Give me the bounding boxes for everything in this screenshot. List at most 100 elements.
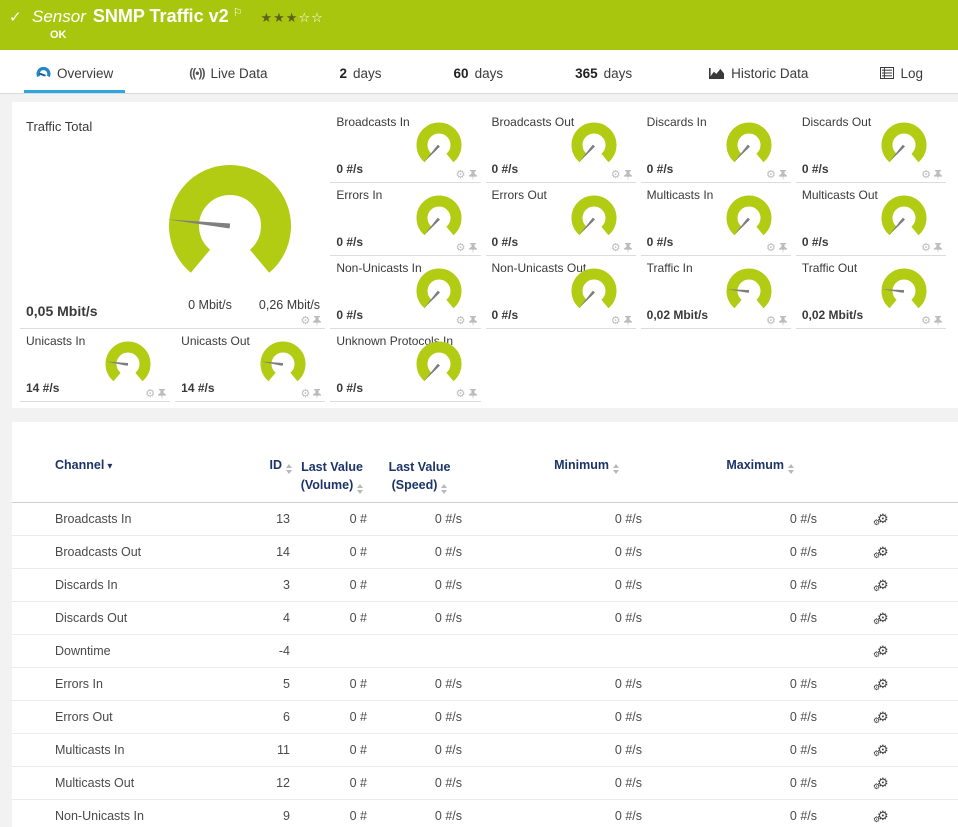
gear-icon[interactable]: ⚙ [610,169,621,181]
tab-60-days[interactable]: 60 days [442,56,516,93]
gauge-cell-multicasts-in: Multicasts In 0 #/s ⚙ [640,183,791,256]
gauge [721,195,777,241]
sensor-status-band: ✓ Sensor SNMP Traffic v2 ⚐ ★★★☆☆ OK [0,0,958,50]
header-last-value-speed[interactable]: Last Value (Speed) [388,460,451,494]
gauge [876,195,932,241]
gear-icon[interactable]: ⚙ [610,315,621,327]
gauge-cell-unknown-protocols-in: Unknown Protocols In 0 #/s ⚙ [330,329,481,402]
gauge-value: 0 #/s [491,235,519,249]
table-row: Downtime -4 ⚙ ⚙ [12,635,958,668]
header-channel[interactable]: Channel ▾ [55,458,113,472]
overview-gauge-icon [36,66,51,80]
channel-settings-gears-icon[interactable]: ⚙ ⚙ [873,775,889,792]
gauge-cell-errors-out: Errors Out 0 #/s ⚙ [485,183,636,256]
pin-icon[interactable] [623,243,633,254]
gear-icon[interactable]: ⚙ [765,242,776,254]
gauge-cell-non-unicasts-in: Non-Unicasts In 0 #/s ⚙ [330,256,481,329]
live-data-broadcast-icon: ((•)) [189,66,205,80]
channel-settings-gears-icon[interactable]: ⚙ ⚙ [873,610,889,627]
gauge [411,122,467,168]
pin-icon[interactable] [468,170,478,181]
gear-icon[interactable]: ⚙ [921,315,931,327]
pin-icon[interactable] [778,170,788,181]
channel-name: Multicasts In [55,743,125,758]
tab-2-days[interactable]: 2 days [328,56,394,93]
gear-icon[interactable]: ⚙ [145,388,156,400]
pin-icon[interactable] [157,389,167,400]
table-row: Multicasts Out 12 0 # 0 #/s 0 #/s 0 #/s … [12,767,958,800]
gear-icon[interactable]: ⚙ [921,169,931,181]
channel-settings-gears-icon[interactable]: ⚙ ⚙ [873,808,889,825]
stars-filled[interactable]: ★★★ [260,10,299,25]
gear-icon[interactable]: ⚙ [300,315,311,327]
pin-icon[interactable] [778,243,788,254]
header-last-value-volume[interactable]: Last Value (Volume) [300,460,364,494]
pin-icon[interactable] [468,389,478,400]
channel-settings-gears-icon[interactable]: ⚙ ⚙ [873,544,889,561]
gear-icon[interactable]: ⚙ [455,169,466,181]
channel-settings-gears-icon[interactable]: ⚙ ⚙ [873,577,889,594]
gauge [411,195,467,241]
gauge-cell-broadcasts-out: Broadcasts Out 0 #/s ⚙ [485,110,636,183]
flag-icon[interactable]: ⚐ [232,7,243,19]
channel-name: Errors Out [55,710,113,725]
gauge [255,341,311,387]
gauge-label: Discards Out [801,115,872,129]
tab-365-days[interactable]: 365 days [563,56,644,93]
gauge-label: Multicasts Out [801,188,878,202]
gear-icon[interactable]: ⚙ [765,315,776,327]
pin-icon[interactable] [312,389,322,400]
maximum-value [647,635,822,668]
pin-icon[interactable] [778,316,788,327]
pin-icon[interactable] [623,316,633,327]
channel-settings-gears-icon[interactable]: ⚙ ⚙ [873,511,889,528]
channel-table-panel: Channel ▾ ID Last Value (Volume) Last Valu… [12,422,958,827]
stars-empty[interactable]: ☆☆ [298,10,324,25]
gear-icon[interactable]: ⚙ [455,242,466,254]
pin-icon[interactable] [468,243,478,254]
minimum-value: 0 #/s [614,710,642,725]
pin-icon[interactable] [933,170,943,181]
priority-stars[interactable]: ★★★☆☆ [260,10,323,26]
channel-name: Broadcasts Out [55,545,142,560]
gear-icon[interactable]: ⚙ [610,242,621,254]
channel-settings-gears-icon[interactable]: ⚙ ⚙ [873,709,889,726]
header-id[interactable]: ID [260,458,292,503]
gear-icon[interactable]: ⚙ [455,388,466,400]
gauge [721,268,777,314]
channel-name: Discards In [55,578,118,593]
last-value-volume: 0 # [349,578,367,593]
channel-settings-gears-icon[interactable]: ⚙ ⚙ [873,643,889,660]
tab-historic-data[interactable]: Historic Data [696,56,820,93]
channel-id: 3 [283,578,290,593]
tab-log[interactable]: Log [868,56,935,93]
tab-overview[interactable]: Overview [24,56,126,93]
pin-icon[interactable] [623,170,633,181]
channel-settings-gears-icon[interactable]: ⚙ ⚙ [873,676,889,693]
tab-number: 60 [453,65,469,81]
gauge-value: 0 #/s [801,162,829,176]
channel-settings-gears-icon[interactable]: ⚙ ⚙ [873,742,889,759]
header-maximum[interactable]: Maximum [647,458,822,503]
tab-label: days [474,65,504,81]
gauge-label: Non-Unicasts In [336,261,422,275]
gear-icon[interactable]: ⚙ [300,388,311,400]
gauge-value: 14 #/s [181,381,215,395]
gauge-value: 0 #/s [646,235,674,249]
gear-icon[interactable]: ⚙ [921,242,931,254]
header-minimum[interactable]: Minimum [467,458,647,503]
pin-icon[interactable] [933,316,943,327]
pin-icon[interactable] [468,316,478,327]
pin-icon[interactable] [312,316,322,327]
gear-icon[interactable]: ⚙ [455,315,466,327]
gear-icon[interactable]: ⚙ [765,169,776,181]
channel-name: Errors In [55,677,103,692]
pin-icon[interactable] [933,243,943,254]
gauge-value: 0,02 Mbit/s [801,308,864,322]
sensor-status-text: OK [50,29,67,41]
gauge-cell-unicasts-in: Unicasts In 14 #/s ⚙ [20,329,171,402]
object-kind-label: Sensor [32,7,86,26]
minimum-value: 0 #/s [614,677,642,692]
tab-live-data[interactable]: ((•)) Live Data [177,56,279,93]
maximum-value: 0 #/s [789,776,817,791]
